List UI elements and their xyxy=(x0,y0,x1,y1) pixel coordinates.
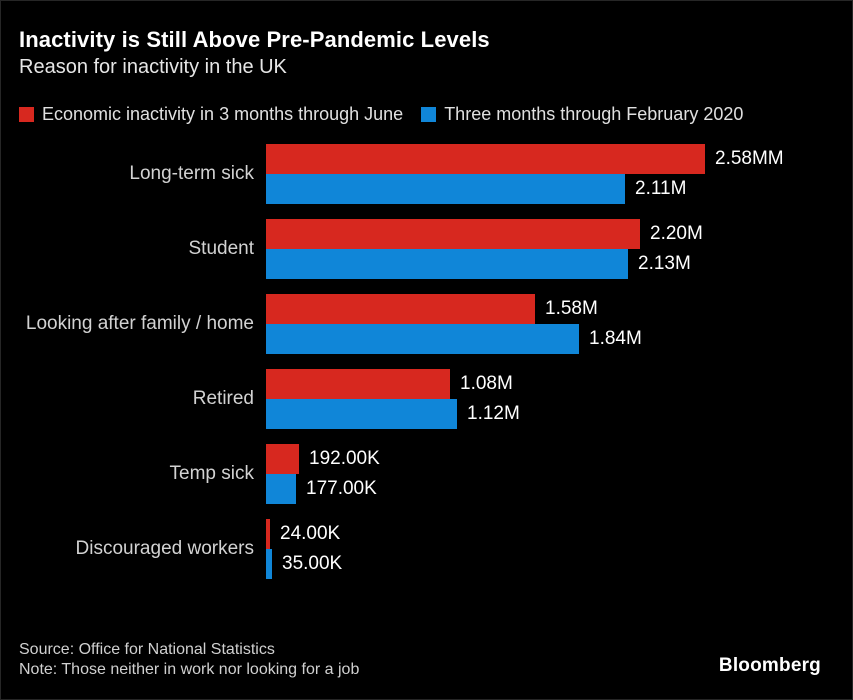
category-label: Student xyxy=(188,237,255,259)
bar-value-label: 2.58MM xyxy=(715,147,784,169)
bar-line: 192.00K xyxy=(266,443,834,474)
bar-group: 1.58M 1.84M xyxy=(266,293,834,354)
chart-row: Looking after family / home 1.58M 1.84M xyxy=(19,286,834,361)
bar-chart: Long-term sick 2.58MM 2.11M Student 2.20M 2.1… xyxy=(19,136,834,586)
bar-value-label: 35.00K xyxy=(282,552,343,574)
bar-feb2020 xyxy=(266,473,296,504)
bar-line: 1.08M xyxy=(266,368,834,399)
bar-feb2020 xyxy=(266,323,579,354)
bar-value-label: 1.08M xyxy=(460,372,513,394)
bar-value-label: 192.00K xyxy=(309,447,380,469)
bar-group: 2.58MM 2.11M xyxy=(266,143,834,204)
bar-june xyxy=(266,368,450,399)
category-label: Discouraged workers xyxy=(75,537,254,559)
bar-june xyxy=(266,443,299,474)
legend-item-1: Three months through February 2020 xyxy=(421,105,743,123)
bar-line: 2.11M xyxy=(266,173,834,204)
category-label: Temp sick xyxy=(169,462,254,484)
legend-label: Three months through February 2020 xyxy=(444,104,744,125)
bar-line: 2.20M xyxy=(266,218,834,249)
methodology-note: Note: Those neither in work nor looking … xyxy=(19,661,360,678)
bar-feb2020 xyxy=(266,173,625,204)
bar-value-label: 2.13M xyxy=(638,252,691,274)
bar-group: 192.00K 177.00K xyxy=(266,443,834,504)
chart-row: Student 2.20M 2.13M xyxy=(19,211,834,286)
chart-row: Discouraged workers 24.00K 35.00K xyxy=(19,511,834,586)
category-label: Looking after family / home xyxy=(25,312,254,334)
chart-row: Retired 1.08M 1.12M xyxy=(19,361,834,436)
bloomberg-logo: Bloomberg xyxy=(718,655,821,676)
bar-feb2020 xyxy=(266,548,272,579)
legend-item-0: Economic inactivity in 3 months through … xyxy=(19,105,403,123)
bar-feb2020 xyxy=(266,398,457,429)
bar-value-label: 177.00K xyxy=(306,477,377,499)
bar-group: 2.20M 2.13M xyxy=(266,218,834,279)
bar-june xyxy=(266,218,640,249)
bar-feb2020 xyxy=(266,248,628,279)
category-label: Retired xyxy=(192,387,254,409)
bar-june xyxy=(266,293,535,324)
legend: Economic inactivity in 3 months through … xyxy=(19,105,834,123)
category-label: Long-term sick xyxy=(129,162,254,184)
bar-value-label: 1.58M xyxy=(545,297,598,319)
bar-value-label: 2.20M xyxy=(650,222,703,244)
bar-line: 24.00K xyxy=(266,518,834,549)
legend-label: Economic inactivity in 3 months through … xyxy=(42,104,404,125)
legend-swatch-icon xyxy=(421,106,437,122)
footer: Source: Office for National Statistics N… xyxy=(19,640,359,680)
bar-line: 1.12M xyxy=(266,398,834,429)
bar-line: 177.00K xyxy=(266,473,834,504)
bar-line: 1.84M xyxy=(266,323,834,354)
source-note: Source: Office for National Statistics xyxy=(19,641,275,658)
bar-june xyxy=(266,143,705,174)
bar-group: 24.00K 35.00K xyxy=(266,518,834,579)
bar-group: 1.08M 1.12M xyxy=(266,368,834,429)
chart-row: Temp sick 192.00K 177.00K xyxy=(19,436,834,511)
bar-value-label: 1.12M xyxy=(467,402,520,424)
bar-value-label: 24.00K xyxy=(280,522,341,544)
chart-row: Long-term sick 2.58MM 2.11M xyxy=(19,136,834,211)
bar-line: 1.58M xyxy=(266,293,834,324)
bar-june xyxy=(266,518,270,549)
bar-line: 2.13M xyxy=(266,248,834,279)
chart-subtitle: Reason for inactivity in the UK xyxy=(19,56,287,79)
bar-line: 35.00K xyxy=(266,548,834,579)
chart-title: Inactivity is Still Above Pre-Pandemic L… xyxy=(19,27,490,52)
bar-value-label: 2.11M xyxy=(635,177,687,199)
legend-swatch-icon xyxy=(19,106,34,122)
bar-line: 2.58MM xyxy=(266,143,834,174)
bar-value-label: 1.84M xyxy=(589,327,642,349)
